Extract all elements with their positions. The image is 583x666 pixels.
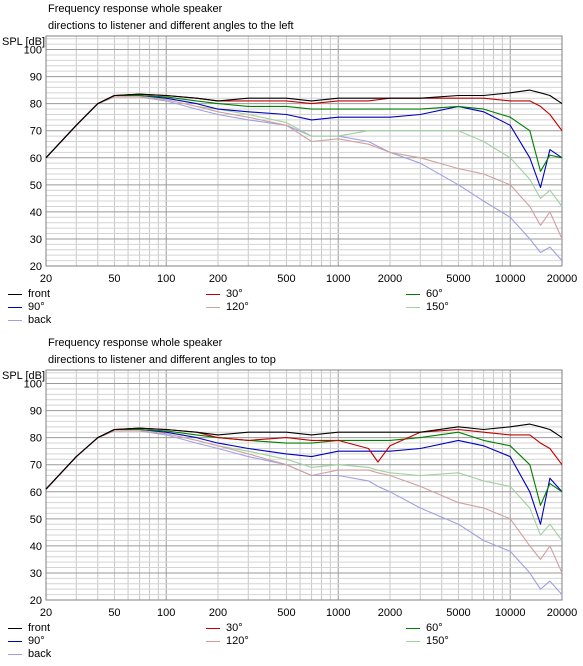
y-tick-label: 80 <box>30 433 42 445</box>
x-tick-label: 1000 <box>326 607 350 619</box>
x-tick-label: 2000 <box>378 607 402 619</box>
plot-area-left: 20 30 40 50 60 70 80 90 100 20 50 100 200 500 1000 2000… <box>24 35 578 285</box>
y-tick-label: 20 <box>30 595 42 607</box>
legend-label: 90° <box>28 635 45 647</box>
series-line-120deg <box>45 430 563 574</box>
y-grid <box>46 372 562 601</box>
legend-top: front 30° 60° 90° 120° 150° back <box>0 622 583 666</box>
x-tick-label: 50 <box>108 273 120 285</box>
x-tick-label: 10000 <box>495 607 526 619</box>
legend-label: back <box>28 314 52 326</box>
chart-subtitle: directions to listener and different ang… <box>48 20 294 32</box>
x-tick-label: 100 <box>157 607 175 619</box>
chart-title: Frequency response whole speaker <box>48 337 223 349</box>
x-tick-label: 20000 <box>547 273 578 285</box>
chart-title: Frequency response whole speaker <box>48 3 223 15</box>
legend-swatch <box>406 294 420 295</box>
chart-subtitle: directions to listener and different ang… <box>48 354 276 366</box>
y-tick-label: 20 <box>30 261 42 273</box>
y-tick-label: 40 <box>30 541 42 553</box>
x-tick-label: 500 <box>277 273 295 285</box>
legend-label: 30° <box>226 288 243 300</box>
y-tick-label: 30 <box>30 234 42 246</box>
legend-swatch <box>406 641 420 642</box>
legend-label: 150° <box>426 635 449 647</box>
y-tick-label: 70 <box>30 460 42 472</box>
y-tick-label: 90 <box>30 72 42 84</box>
chart-panel-top: Frequency response whole speaker directi… <box>0 334 583 666</box>
legend-swatch <box>206 307 220 308</box>
x-tick-label: 5000 <box>446 273 470 285</box>
x-tick-label: 5000 <box>446 607 470 619</box>
legend-label: front <box>28 288 51 300</box>
plot-frame <box>45 369 563 601</box>
legend-label: 120° <box>226 301 249 313</box>
legend-swatch <box>8 641 22 642</box>
x-tick-label: 500 <box>277 607 295 619</box>
y-tick-label: 40 <box>30 207 42 219</box>
legend-swatch <box>406 307 420 308</box>
x-tick-label: 1000 <box>326 273 350 285</box>
plot-frame <box>45 35 563 267</box>
x-tick-label: 200 <box>209 607 227 619</box>
legend-label: 120° <box>226 635 249 647</box>
series-line-120deg <box>45 96 563 240</box>
y-tick-label: 60 <box>30 153 42 165</box>
y-tick-label: 80 <box>30 99 42 111</box>
y-tick-label: 100 <box>24 379 42 391</box>
legend-swatch <box>206 294 220 295</box>
legend-label: 30° <box>226 622 243 634</box>
legend-swatch <box>8 654 22 655</box>
x-tick-label: 10000 <box>495 273 526 285</box>
legend-label: back <box>28 648 52 660</box>
legend-label: 90° <box>28 301 45 313</box>
legend-swatch <box>8 294 22 295</box>
y-tick-label: 50 <box>30 514 42 526</box>
x-tick-label: 200 <box>209 273 227 285</box>
series-line-60deg <box>45 94 563 172</box>
y-tick-label: 100 <box>24 45 42 57</box>
chart-panel-left: Frequency response whole speaker directi… <box>0 0 583 332</box>
legend-swatch <box>206 641 220 642</box>
x-tick-label: 2000 <box>378 273 402 285</box>
legend-swatch <box>8 628 22 629</box>
legend-label: 60° <box>426 288 443 300</box>
plot-area-top: 20 30 40 50 60 70 80 90 100 20 50 100 200 500 1000 2000… <box>24 369 578 619</box>
x-tick-label: 20 <box>40 607 52 619</box>
series-line-front <box>45 89 563 159</box>
legend-label: front <box>28 622 51 634</box>
legend-swatch <box>406 628 420 629</box>
series-line-front <box>45 423 563 490</box>
y-tick-label: 70 <box>30 126 42 138</box>
x-tick-label: 50 <box>108 607 120 619</box>
y-tick-label: 60 <box>30 487 42 499</box>
legend-label: 60° <box>426 622 443 634</box>
y-axis-label: SPL [dB] <box>2 370 46 382</box>
plot-background <box>46 36 562 266</box>
legend-swatch <box>8 307 22 308</box>
x-tick-label: 20 <box>40 273 52 285</box>
x-tick-label: 20000 <box>547 607 578 619</box>
x-tick-label: 100 <box>157 273 175 285</box>
y-tick-label: 90 <box>30 406 42 418</box>
legend-swatch <box>206 628 220 629</box>
legend-left: front 30° 60° 90° 120° 150° back <box>0 288 583 332</box>
plot-background <box>46 370 562 600</box>
legend-swatch <box>8 320 22 321</box>
y-axis-label: SPL [dB] <box>2 36 46 48</box>
y-tick-label: 50 <box>30 180 42 192</box>
legend-label: 150° <box>426 301 449 313</box>
y-tick-label: 30 <box>30 568 42 580</box>
